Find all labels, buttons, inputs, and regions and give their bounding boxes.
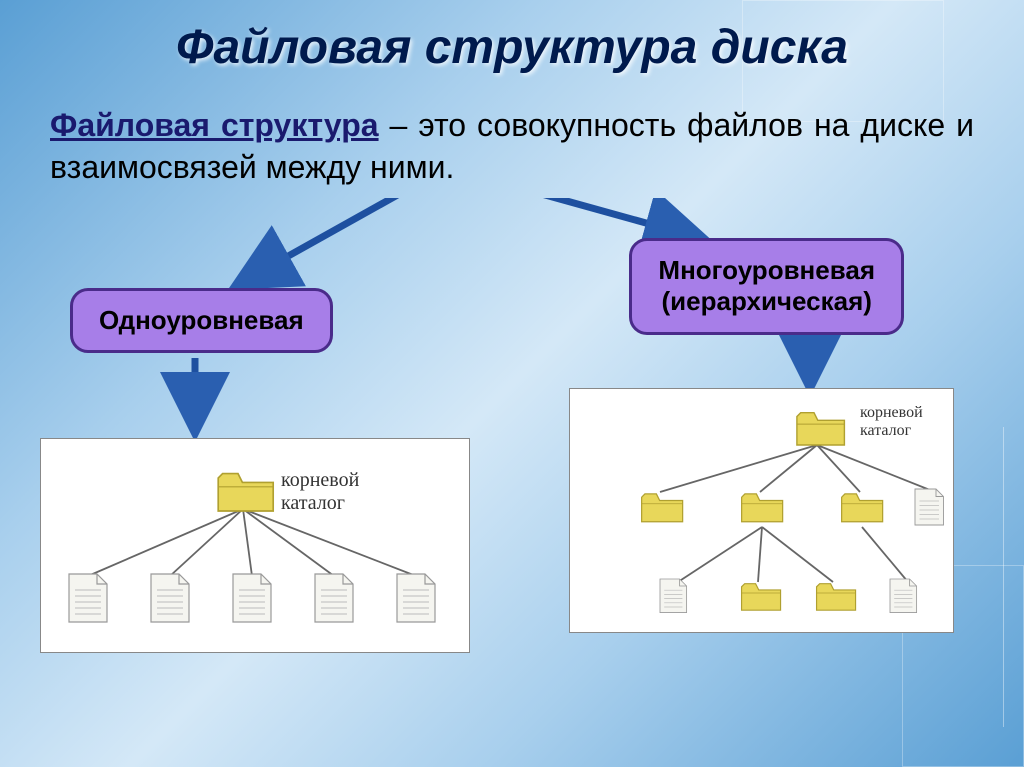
- diagram-area: Одноуровневая Многоуровневая (иерархичес…: [40, 198, 984, 658]
- single-level-panel: корневой каталог: [40, 438, 470, 653]
- root-label-left: корневой каталог: [281, 469, 401, 515]
- slide-title: Файловая структура диска: [40, 20, 984, 75]
- root-label-right: корневой каталог: [860, 404, 955, 440]
- box-single-level: Одноуровневая: [70, 288, 333, 353]
- definition-term: Файловая структура: [50, 107, 379, 143]
- definition-text: Файловая структура – это совокупность фа…: [40, 105, 984, 188]
- multi-level-panel: корневой каталог: [569, 388, 954, 633]
- box-multi-level: Многоуровневая (иерархическая): [629, 238, 904, 334]
